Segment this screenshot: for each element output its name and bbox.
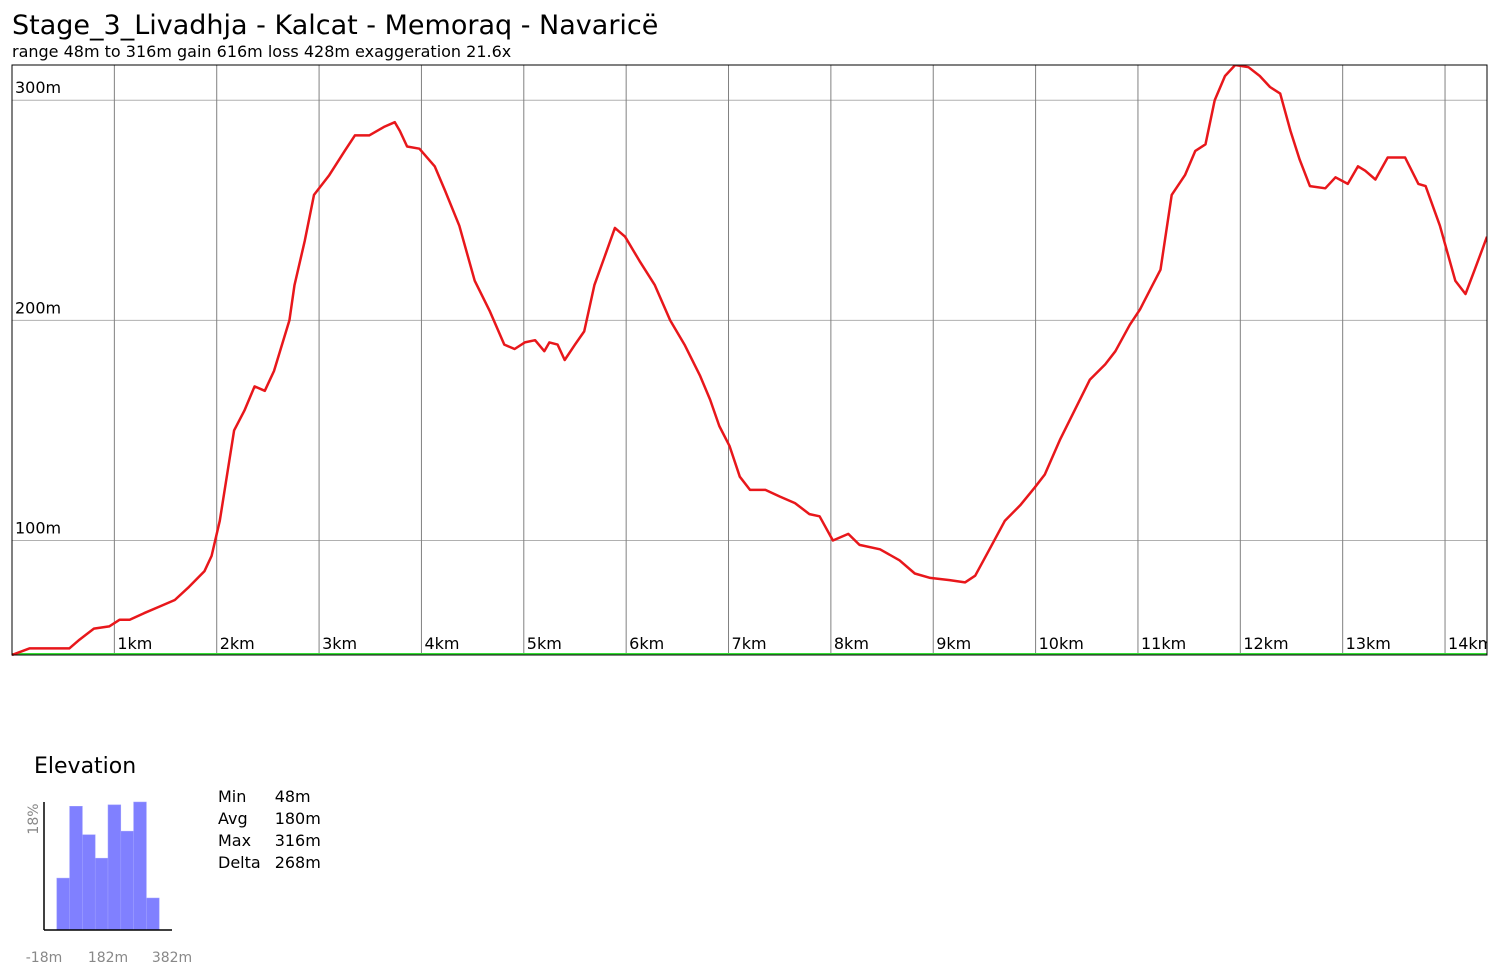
histogram-bar <box>82 834 96 931</box>
x-tick-label: 9km <box>936 634 971 653</box>
x-tick-label: 13km <box>1346 634 1391 653</box>
histogram-bar <box>94 857 109 931</box>
histogram-bar <box>120 830 134 931</box>
histogram-bar <box>69 806 83 931</box>
x-tick-label: 12km <box>1243 634 1288 653</box>
stat-value: 268m <box>274 853 321 872</box>
plot-area <box>12 65 1487 655</box>
stat-value: 316m <box>274 831 321 850</box>
x-tick-label: 182m <box>88 950 128 966</box>
x-tick-label: 4km <box>424 634 459 653</box>
x-tick-label: 382m <box>152 950 192 966</box>
x-tick-label: 2km <box>220 634 255 653</box>
stats-row: Avg 180m <box>218 808 335 830</box>
stats-row: Delta 268m <box>218 852 335 874</box>
stats-table: Min 48m Avg 180m Max 316m Delta 268m <box>218 786 335 874</box>
x-tick-label: 10km <box>1039 634 1084 653</box>
x-tick-label: -18m <box>26 950 63 966</box>
stat-label: Avg <box>218 809 248 828</box>
x-tick-label: 3km <box>322 634 357 653</box>
y-tick-label: 100m <box>15 519 61 538</box>
chart-title: Stage_3_Livadhja - Kalcat - Memoraq - Na… <box>12 10 658 41</box>
x-tick-label: 11km <box>1141 634 1186 653</box>
histogram-bar <box>107 804 122 931</box>
stat-label: Max <box>218 831 252 850</box>
y-tick-label: 18% <box>26 803 42 834</box>
x-tick-label: 8km <box>834 634 869 653</box>
chart-subtitle: range 48m to 316m gain 616m loss 428m ex… <box>12 42 511 61</box>
x-tick-label: 6km <box>629 634 664 653</box>
stats-row: Min 48m <box>218 786 335 808</box>
histogram-bar <box>146 897 160 931</box>
x-tick-label: 7km <box>732 634 767 653</box>
stat-value: 180m <box>274 809 321 828</box>
histogram-title: Elevation <box>34 754 136 779</box>
histogram-bar <box>56 877 70 931</box>
y-tick-label: 200m <box>15 298 61 317</box>
x-tick-label: 5km <box>527 634 562 653</box>
plot-layer: 100m 200m 300m 1km 2km 3km 4km 5km 6km 7km 8km 9km 1… <box>12 65 1493 656</box>
stat-label: Min <box>218 787 247 806</box>
histogram-bar <box>133 801 147 931</box>
stat-label: Delta <box>218 853 261 872</box>
x-tick-label: 1km <box>117 634 152 653</box>
stat-value: 48m <box>274 787 311 806</box>
elevation-line <box>12 65 1487 656</box>
y-tick-label: 300m <box>15 78 61 97</box>
plot-border <box>11 64 1488 656</box>
stats-row: Max 316m <box>218 830 335 852</box>
x-tick-label: 14km <box>1448 634 1493 653</box>
